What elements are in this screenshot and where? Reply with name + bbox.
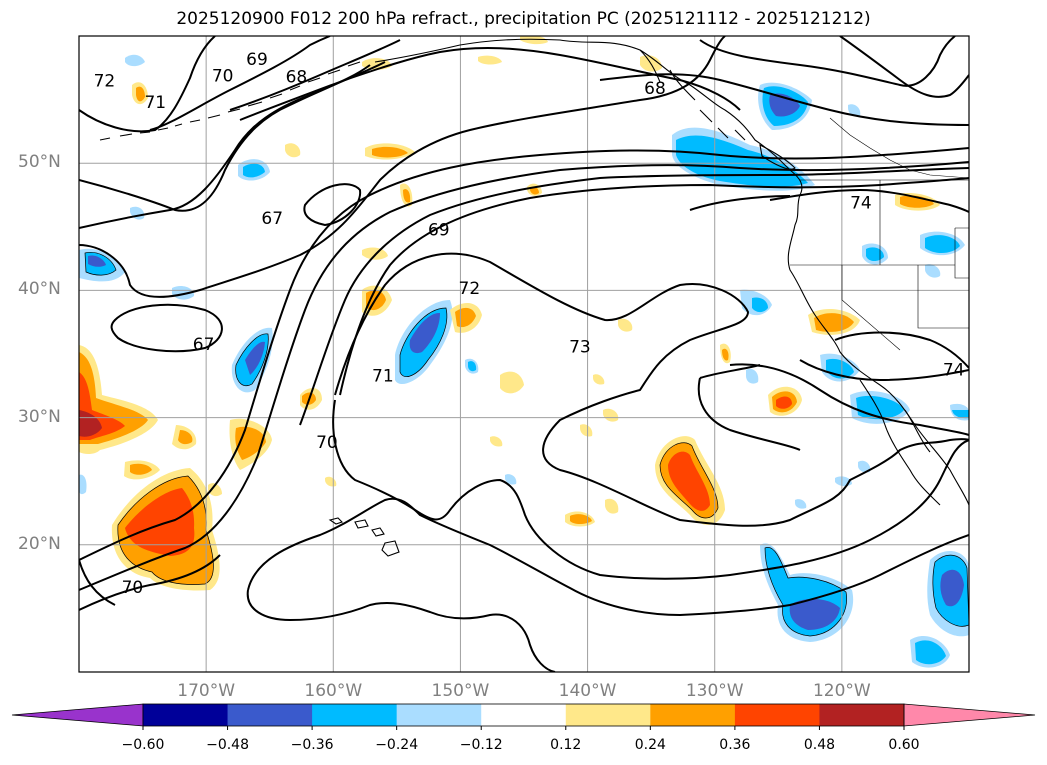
precip-anomaly-shading — [79, 36, 969, 668]
colorbar-tick-label: 0.60 — [888, 737, 920, 753]
longitude-label: 170°W — [177, 681, 236, 701]
colorbar-tick-label: −0.24 — [375, 737, 419, 753]
map-frame — [78, 35, 970, 673]
colorbar-segment — [143, 704, 229, 726]
colorbar-segment — [396, 704, 482, 726]
colorbar-segment — [227, 704, 313, 726]
contour-label: 70 — [316, 433, 338, 453]
colorbar-segment — [481, 704, 567, 726]
colorbar-segment — [734, 704, 820, 726]
contour-label: 68 — [286, 68, 308, 88]
colorbar-segment — [819, 704, 905, 726]
map-title: 2025120900 F012 200 hPa refract., precip… — [176, 9, 871, 29]
longitude-label: 160°W — [304, 681, 363, 701]
colorbar-over-triangle — [903, 703, 1036, 727]
precip-shading-outlines — [84, 252, 969, 637]
contour-label: 71 — [372, 367, 394, 387]
contour-label: 70 — [212, 66, 234, 86]
colorbar-tick-label: −0.12 — [459, 737, 503, 753]
longitude-label: 120°W — [812, 681, 871, 701]
longitude-label: 150°W — [431, 681, 490, 701]
colorbar-frame — [142, 703, 905, 727]
colorbar-tick-label: 0.12 — [550, 737, 582, 753]
longitude-label: 140°W — [558, 681, 617, 701]
colorbar-tick-label: −0.48 — [206, 737, 249, 753]
latitude-label: 50°N — [18, 152, 61, 173]
longitude-label: 130°W — [685, 681, 744, 701]
contour-label: 68 — [644, 79, 666, 99]
graticule — [79, 36, 969, 672]
latitude-label: 30°N — [18, 406, 61, 427]
colorbar-tick-label: 0.48 — [803, 737, 836, 753]
contour-labels: 72 71 70 69 68 68 67 69 72 71 70 67 73 74 74 70 — [94, 50, 965, 598]
contour-label: 70 — [122, 578, 144, 598]
colorbar-tick-label: 0.24 — [634, 737, 666, 753]
colorbar-under-triangle — [11, 703, 144, 727]
contour-label: 72 — [459, 279, 481, 299]
contour-label: 67 — [193, 335, 215, 355]
contour-label: 74 — [850, 194, 872, 214]
contour-label: 72 — [94, 72, 116, 92]
colorbar — [11, 703, 1036, 730]
colorbar-tick-label: −0.60 — [121, 737, 165, 753]
colorbar-tick-label: −0.36 — [290, 737, 334, 753]
colorbar-tick-label: 0.36 — [719, 737, 751, 753]
latitude-label: 20°N — [18, 533, 61, 554]
contour-label: 71 — [144, 93, 166, 113]
colorbar-segment — [565, 704, 651, 726]
contour-label: 69 — [246, 50, 268, 70]
refractivity-contours — [79, 36, 969, 672]
contour-label: 69 — [428, 220, 450, 240]
colorbar-segment — [312, 704, 398, 726]
contour-label: 74 — [943, 360, 965, 380]
contour-label: 67 — [261, 209, 283, 229]
latitude-label: 40°N — [18, 279, 61, 300]
colorbar-segment — [650, 704, 736, 726]
contour-label: 73 — [569, 337, 591, 357]
